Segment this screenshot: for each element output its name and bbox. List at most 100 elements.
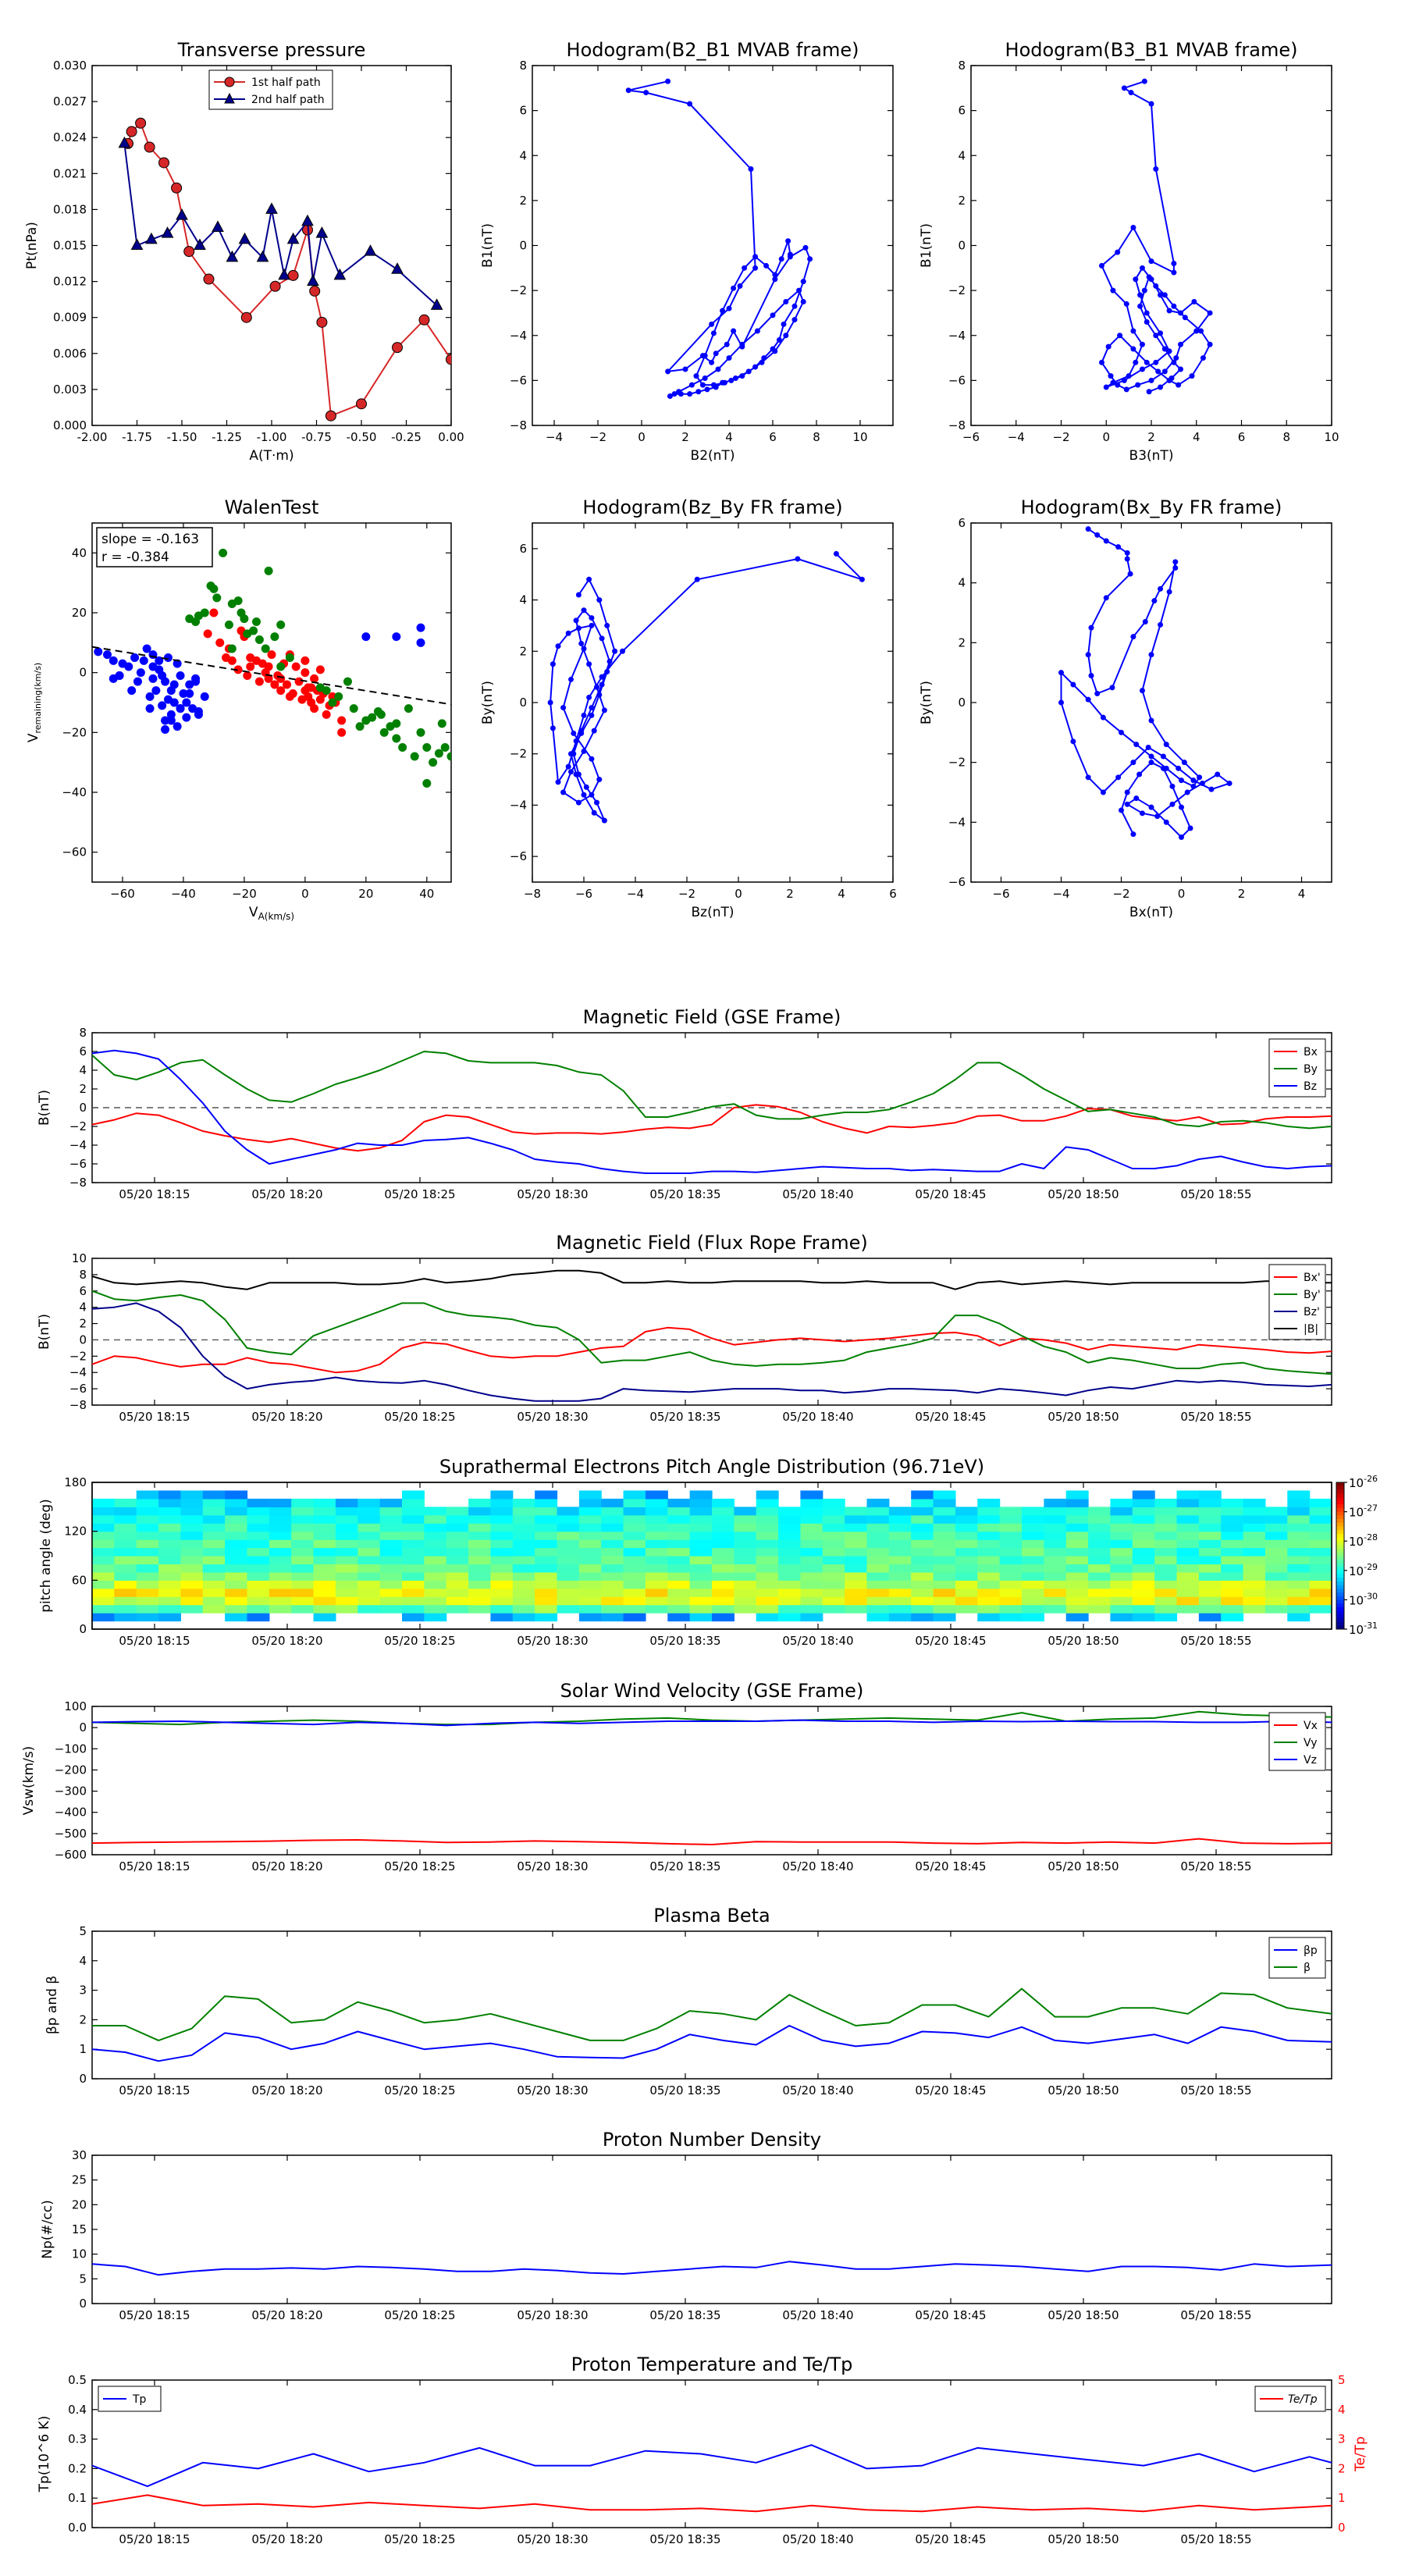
heatmap-cell: [557, 1523, 580, 1532]
scatter-point: [261, 644, 270, 653]
y-tick-label: −6: [510, 373, 527, 387]
heatmap-cell: [313, 1539, 336, 1549]
data-point: [1141, 287, 1147, 294]
scatter-point: [108, 656, 118, 665]
heatmap-cell: [557, 1580, 580, 1589]
heatmap-cell: [977, 1498, 1001, 1507]
hodogram-line: [1060, 528, 1231, 838]
scatter-point: [276, 662, 286, 671]
heatmap-cell: [1221, 1571, 1244, 1581]
data-point: [1136, 771, 1143, 777]
x-axis-label: A(T·m): [249, 448, 293, 464]
data-point: [732, 375, 738, 381]
heatmap-cell: [1132, 1556, 1155, 1565]
data-point: [1130, 760, 1136, 766]
heatmap-cell: [734, 1604, 757, 1614]
colorbar-cell: [1336, 1544, 1344, 1550]
y-tick-label: 2: [79, 1082, 87, 1096]
heatmap-cell: [512, 1507, 535, 1516]
data-point: [418, 314, 430, 326]
y-axis-label: By(nT): [919, 681, 934, 724]
colorbar-cell: [1336, 1570, 1344, 1574]
data-point: [665, 78, 671, 84]
legend-marker: [224, 92, 235, 104]
heatmap-cell: [667, 1507, 691, 1516]
colorbar-cell: [1336, 1548, 1344, 1553]
heatmap-cell: [1110, 1596, 1133, 1606]
data-point: [589, 756, 595, 762]
heatmap-cell: [512, 1498, 535, 1507]
y-axis-label: Tp(10^6 K): [37, 2416, 52, 2493]
legend-label: βp: [1304, 1944, 1318, 1957]
heatmap-cell: [888, 1531, 912, 1540]
heatmap-cell: [822, 1604, 845, 1614]
heatmap-cell: [468, 1498, 492, 1507]
data-point: [720, 308, 726, 314]
y-tick-label: 1: [79, 2042, 87, 2056]
x-tick-label: 05/20 18:15: [119, 1859, 190, 1873]
heatmap-cell: [888, 1556, 912, 1565]
data-point: [183, 246, 195, 258]
heatmap-cell: [800, 1547, 823, 1557]
heatmap-cell: [822, 1596, 845, 1606]
heatmap-cell: [468, 1514, 492, 1524]
data-point: [391, 262, 404, 274]
x-tick-label: −4: [1052, 887, 1069, 901]
data-point: [573, 617, 579, 624]
heatmap-cell: [1088, 1596, 1112, 1606]
y-axis-label: Vsw(km/s): [21, 1746, 37, 1816]
heatmap-cell: [667, 1514, 691, 1524]
heatmap-cell: [202, 1596, 226, 1606]
data-point: [565, 763, 571, 770]
data-point: [748, 166, 754, 173]
scatter-point: [139, 656, 148, 665]
y-tick-label: 4: [519, 593, 527, 607]
heatmap-cell: [446, 1580, 469, 1589]
heatmap-cell: [1243, 1514, 1266, 1524]
legend-label: By': [1304, 1289, 1321, 1301]
heatmap-cell: [357, 1596, 381, 1606]
heatmap-cell: [424, 1604, 447, 1614]
data-point: [1109, 685, 1115, 691]
data-point: [568, 751, 574, 757]
heatmap-cell: [601, 1580, 624, 1589]
plot-area: [92, 1269, 1332, 1402]
heatmap-cell: [313, 1588, 336, 1597]
scatter-point: [246, 662, 255, 671]
y-tick-label: −2: [510, 747, 527, 761]
data-point: [781, 321, 787, 327]
heatmap-cell: [933, 1604, 956, 1614]
heatmap-cell: [1022, 1531, 1044, 1540]
heatmap-cell: [888, 1523, 912, 1532]
data-point: [791, 303, 798, 309]
heatmap-cell: [822, 1531, 845, 1540]
x-tick-label: 4: [1193, 430, 1200, 444]
heatmap-cell: [92, 1507, 115, 1516]
data-point: [1115, 249, 1121, 255]
scatter-point: [322, 686, 331, 696]
x-tick-label: 05/20 18:40: [782, 1187, 853, 1201]
heatmap-cell: [645, 1539, 668, 1549]
heatmap-cell: [1132, 1571, 1155, 1581]
heatmap-cell: [269, 1523, 292, 1532]
x-tick-label: 0: [301, 887, 309, 901]
heatmap-cell: [601, 1507, 624, 1516]
heatmap-cell: [446, 1556, 469, 1565]
heatmap-cell: [623, 1556, 646, 1565]
heatmap-cell: [888, 1604, 912, 1614]
scatter-point: [398, 743, 407, 752]
heatmap-cell: [1065, 1604, 1089, 1614]
data-point: [1172, 565, 1179, 571]
series-line: [92, 1838, 1332, 1845]
series-line: [92, 1269, 1332, 1290]
heatmap: [92, 1490, 1332, 1622]
heatmap-cell: [689, 1547, 713, 1557]
chart-title: Hodogram(B3_B1 MVAB frame): [1005, 39, 1298, 61]
heatmap-cell: [1154, 1498, 1178, 1507]
heatmap-cell: [335, 1588, 358, 1597]
x-tick-label: 2: [681, 430, 689, 444]
colorbar-cell: [1336, 1482, 1344, 1487]
x-tick-label: 05/20 18:35: [649, 1410, 720, 1424]
heatmap-cell: [977, 1547, 1001, 1557]
heatmap-cell: [689, 1514, 713, 1524]
